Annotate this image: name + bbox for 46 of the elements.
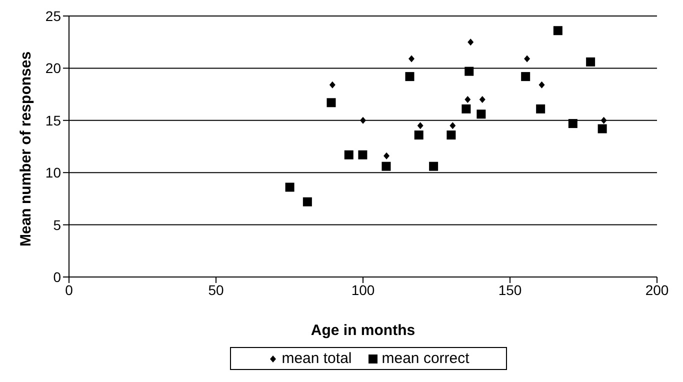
point <box>329 81 336 88</box>
y-tick-label: 20 <box>45 60 62 76</box>
point <box>524 55 530 62</box>
point <box>360 116 366 124</box>
point <box>414 130 424 140</box>
point <box>464 96 471 104</box>
point <box>417 122 424 130</box>
x-tick-label: 150 <box>498 282 522 298</box>
point <box>600 116 607 124</box>
point <box>462 104 471 114</box>
x-axis-title: Age in months <box>310 322 416 339</box>
point <box>586 57 596 66</box>
point <box>568 119 578 128</box>
point <box>408 55 415 62</box>
point <box>479 96 486 104</box>
point <box>468 38 474 46</box>
point <box>476 110 486 119</box>
x-tick-label: 100 <box>351 282 375 298</box>
point <box>538 81 545 88</box>
point <box>382 162 391 171</box>
x-tick-label: 0 <box>65 282 74 298</box>
point <box>553 26 562 36</box>
point <box>326 98 336 108</box>
point <box>302 197 312 206</box>
point <box>285 182 294 192</box>
y-tick-label: 0 <box>53 268 62 285</box>
legend-label: mean total <box>282 350 352 367</box>
x-tick-label: 50 <box>208 282 224 298</box>
point <box>464 66 474 76</box>
legend-label: mean correct <box>382 350 470 367</box>
point <box>521 72 530 82</box>
y-axis-title: Mean number of responses <box>17 51 34 246</box>
point <box>358 150 368 160</box>
point <box>446 130 456 140</box>
point <box>450 122 456 130</box>
y-tick-label: 25 <box>45 8 62 24</box>
point <box>344 150 354 160</box>
point <box>429 162 438 171</box>
y-tick-label: 15 <box>45 112 62 128</box>
x-tick-label: 200 <box>645 282 669 298</box>
point <box>384 152 390 160</box>
point <box>405 72 414 82</box>
y-tick-label: 10 <box>45 164 62 181</box>
point <box>598 124 607 134</box>
y-tick-label: 5 <box>53 216 62 233</box>
point <box>536 104 546 114</box>
